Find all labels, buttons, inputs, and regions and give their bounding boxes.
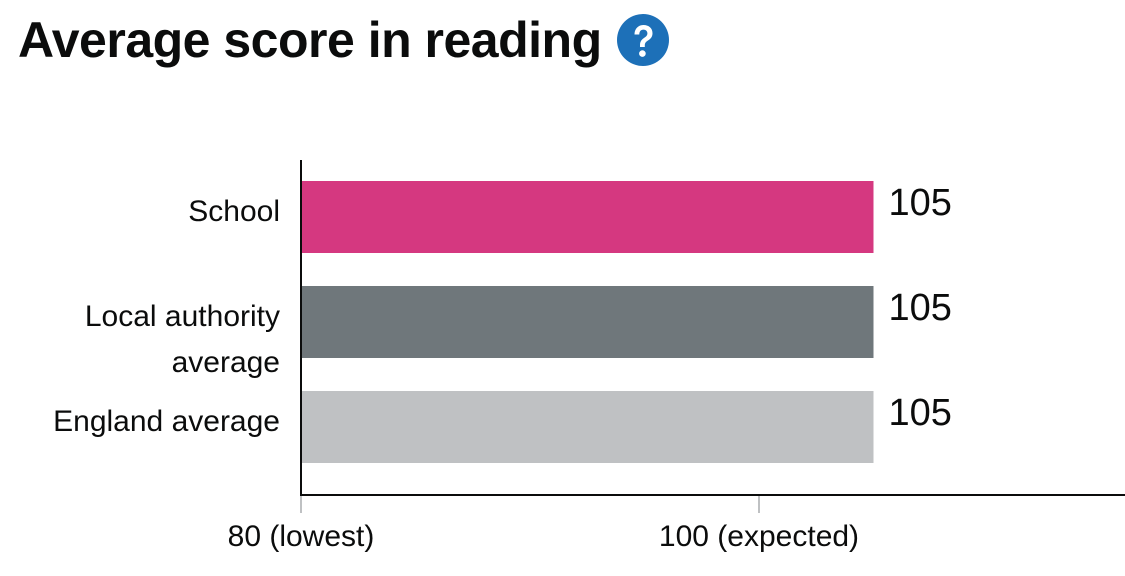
page-title: Average score in reading: [18, 12, 602, 68]
bar-0: [302, 181, 874, 253]
category-label-1: Local authority average: [85, 300, 280, 379]
category-label-2: England average: [53, 405, 280, 438]
chart-header: Average score in reading: [18, 8, 670, 72]
question-mark-circle-icon[interactable]: [616, 13, 670, 67]
bar-value-label-2: 105: [889, 392, 952, 434]
bar-1: [302, 286, 874, 358]
bar-2: [302, 391, 874, 463]
bar-value-label-0: 105: [889, 182, 952, 224]
x-tick-label-0: 80 (lowest): [228, 520, 375, 553]
category-label-0: School: [188, 195, 280, 228]
bar-value-label-1: 105: [889, 287, 952, 329]
x-tick-label-1: 100 (expected): [659, 520, 859, 553]
